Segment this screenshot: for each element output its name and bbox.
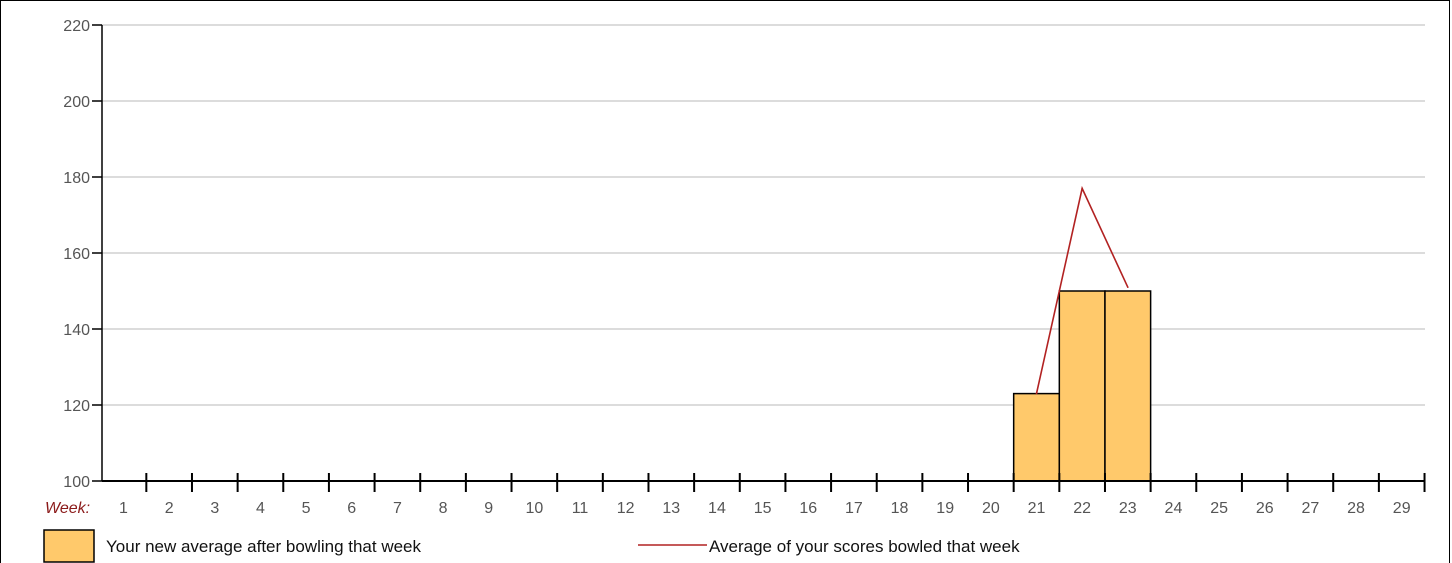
x-axis: Week: 1 2 3 4 5 6 7 8 9 10 11 12 13 14 15 16 17 18 19 20 21 2… — [45, 473, 1426, 517]
x-tick-label-23: 23 — [1119, 500, 1137, 517]
bar-week-23 — [1104, 290, 1152, 482]
x-tick-label-11: 11 — [572, 500, 589, 517]
x-tick-label-5: 5 — [302, 500, 311, 517]
legend: Your new average after bowling that week… — [43, 529, 1020, 563]
y-tick-label-120: 120 — [63, 398, 90, 415]
x-tick-label-10: 10 — [525, 500, 543, 517]
y-tick-label-160: 160 — [63, 246, 90, 263]
line-point-week-21 — [1035, 392, 1038, 395]
line-point-week-23 — [1127, 286, 1129, 289]
y-tick-label-220: 220 — [63, 18, 90, 35]
y-tick-label-180: 180 — [63, 170, 90, 187]
bars-group — [1012, 290, 1152, 482]
x-tick-label-13: 13 — [662, 500, 680, 517]
x-tick-label-12: 12 — [617, 500, 635, 517]
week-axis-prefix: Week: — [45, 500, 90, 517]
x-tick-label-7: 7 — [393, 500, 402, 517]
x-tick-label-16: 16 — [799, 500, 817, 517]
x-tick-label-26: 26 — [1256, 500, 1274, 517]
x-tick-label-20: 20 — [982, 500, 1000, 517]
line-series-group — [1035, 185, 1129, 395]
x-tick-label-4: 4 — [256, 500, 265, 517]
x-tick-label-29: 29 — [1393, 500, 1411, 517]
x-tick-label-14: 14 — [708, 500, 726, 517]
grid-lines — [102, 24, 1425, 406]
legend-bar-swatch — [43, 529, 95, 563]
x-tick-label-1: 1 — [119, 500, 128, 517]
x-tick-label-28: 28 — [1347, 500, 1365, 517]
x-tick-label-19: 19 — [936, 500, 954, 517]
legend-line-label: Average of your scores bowled that week — [709, 537, 1020, 556]
y-tick-label-140: 140 — [63, 322, 90, 339]
x-tick-label-24: 24 — [1165, 500, 1183, 517]
y-tick-label-100: 100 — [63, 474, 90, 491]
x-tick-label-2: 2 — [165, 500, 174, 517]
x-tick-label-8: 8 — [439, 500, 448, 517]
x-tick-label-9: 9 — [484, 500, 493, 517]
x-tick-label-18: 18 — [891, 500, 909, 517]
y-axis: 100 120 140 160 180 200 220 — [63, 18, 103, 491]
x-tick-label-17: 17 — [845, 500, 863, 517]
x-tick-label-6: 6 — [347, 500, 356, 517]
line-point-week-22 — [1081, 187, 1083, 190]
x-tick-label-22: 22 — [1073, 500, 1091, 517]
legend-bar-label: Your new average after bowling that week — [106, 537, 422, 556]
x-tick-label-27: 27 — [1302, 500, 1320, 517]
bar-week-22 — [1058, 290, 1106, 482]
y-tick-label-200: 200 — [63, 94, 90, 111]
x-tick-label-15: 15 — [754, 500, 772, 517]
x-tick-label-3: 3 — [210, 500, 219, 517]
x-tick-label-21: 21 — [1028, 500, 1046, 517]
bar-week-21 — [1012, 392, 1061, 482]
x-tick-label-25: 25 — [1210, 500, 1228, 517]
